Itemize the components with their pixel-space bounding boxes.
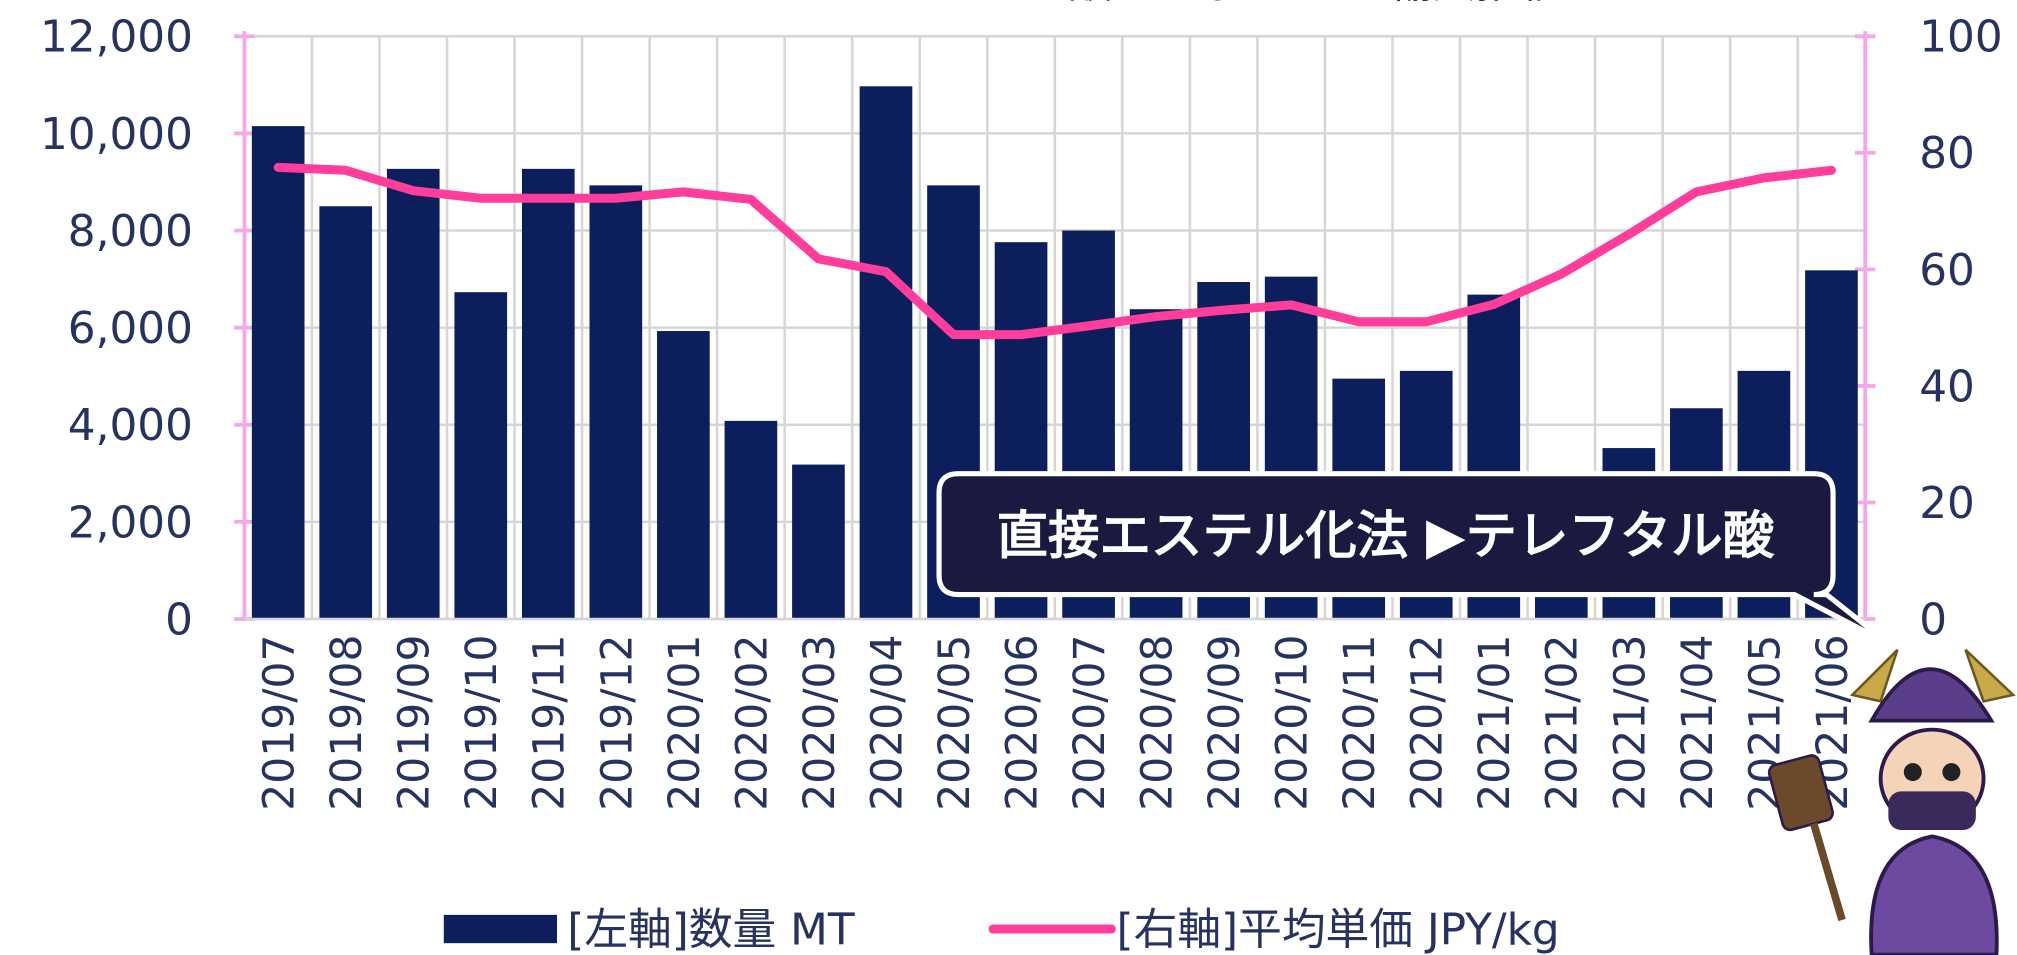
legend-label: [右軸]平均単価 JPY/kg [1117,904,1560,955]
y-tick-label: 10,000 [40,109,193,160]
x-tick-label: 2020/06 [998,634,1047,810]
x-tick-label: 2019/08 [323,634,372,810]
y2-tick-label: 60 [1919,245,1975,296]
mascot-handle [1810,822,1846,922]
y2-tick-label: 80 [1919,128,1975,179]
bar [521,168,575,619]
bar [657,331,710,619]
x-tick-label: 2020/12 [1404,634,1453,810]
bar [724,420,778,619]
y2-tick-label: 100 [1919,12,2002,63]
bar [319,206,373,619]
x-tick-label: 2021/01 [1471,634,1520,810]
x-tick-label: 2019/11 [526,634,575,810]
x-tick-label: 2020/08 [1134,634,1183,810]
y-tick-label: 8,000 [68,206,193,257]
x-tick-label: 2021/02 [1539,634,1588,810]
legend-swatch [443,914,557,944]
x-tick-label: 2020/10 [1269,634,1318,810]
line-series [273,162,1836,340]
y2-tick-label: 40 [1919,361,1975,412]
x-tick-label: 2021/04 [1674,634,1723,810]
y-tick-label: 12,000 [40,12,193,63]
bar [859,86,913,619]
y-tick-label: 4,000 [68,400,193,451]
x-tick-label: 2019/09 [391,634,440,810]
x-tick-label: 2021/03 [1606,634,1655,810]
y-tick-label: 6,000 [68,303,193,354]
x-tick-label: 2019/07 [256,634,305,810]
callout-text: 直接エステル化法 ▶テレフタル酸 [997,506,1775,566]
bar [792,464,845,619]
chart-title: HS2917.36-000 テレフタル酸およびその塩 輸入推移 [495,0,1563,9]
x-tick-label: 2020/04 [863,634,912,810]
mascot-helmet [1868,667,1995,723]
x-tick-label: 2020/07 [1066,634,1115,810]
x-tick-label: 2020/09 [1201,634,1250,810]
x-tick-label: 2020/02 [728,634,777,810]
y-tick-label: 2,000 [68,497,193,548]
bar [454,292,508,619]
mascot-fan [1767,754,1834,832]
mascot-eye [1903,763,1922,782]
x-tick-label: 2019/12 [593,634,642,810]
mascot-body [1869,834,1999,955]
bar [589,185,643,619]
bar [386,168,440,619]
legend-label: [左軸]数量 MT [567,904,855,955]
x-tick-label: 2020/05 [931,634,980,810]
callout-box [936,471,1890,646]
x-tick-label: 2020/03 [796,634,845,810]
x-tick-label: 2020/01 [661,634,710,810]
bar [251,126,305,619]
x-tick-label: 2019/10 [458,634,507,810]
mascot [1767,648,2016,955]
y2-tick-label: 0 [1919,594,1947,645]
mascot-eye [1942,763,1961,782]
x-tick-label: 2020/11 [1336,634,1385,810]
mascot-crest [1849,648,2016,703]
mascot-mask [1888,791,1976,830]
y-tick-label: 0 [165,594,193,645]
y2-tick-label: 20 [1919,478,1975,529]
